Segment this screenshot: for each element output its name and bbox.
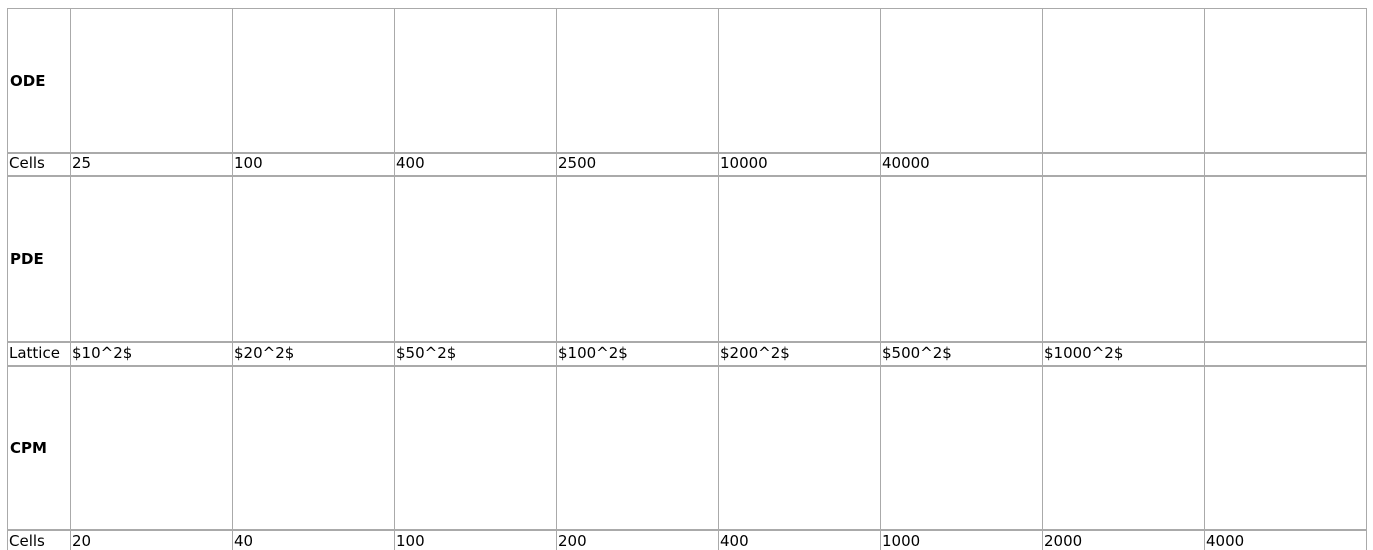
value-cell: 25 xyxy=(70,152,233,176)
image-cell xyxy=(394,176,557,342)
image-cell xyxy=(718,8,881,154)
value-cell: $200^2$ xyxy=(718,342,881,366)
value-cell: 40 xyxy=(232,530,395,550)
image-cell xyxy=(1042,8,1205,154)
value-cell: 200 xyxy=(556,530,719,550)
image-cell xyxy=(232,176,395,342)
value-cell: 20 xyxy=(70,530,233,550)
empty-cell xyxy=(1204,152,1367,176)
value-cell: $1000^2$ xyxy=(1042,342,1205,366)
value-cell: 100 xyxy=(394,530,557,550)
value-cell: 100 xyxy=(232,152,395,176)
value-cell: $500^2$ xyxy=(880,342,1043,366)
value-cell: 10000 xyxy=(718,152,881,176)
image-cell xyxy=(556,176,719,342)
image-cell xyxy=(70,366,233,530)
value-cell: 40000 xyxy=(880,152,1043,176)
image-cell xyxy=(70,176,233,342)
image-cell xyxy=(556,8,719,154)
image-cell xyxy=(232,8,395,154)
empty-cell xyxy=(1042,152,1205,176)
image-cell xyxy=(880,176,1043,342)
value-cell: $50^2$ xyxy=(394,342,557,366)
image-cell xyxy=(1204,8,1367,154)
value-cell: 2500 xyxy=(556,152,719,176)
image-cell xyxy=(70,8,233,154)
empty-cell xyxy=(1204,342,1367,366)
value-cell: 4000 xyxy=(1204,530,1367,550)
row-label: Cells xyxy=(7,152,71,176)
image-cell xyxy=(1042,366,1205,530)
image-cell xyxy=(1204,366,1367,530)
row-header: ODE xyxy=(7,8,71,154)
value-cell: $100^2$ xyxy=(556,342,719,366)
row-label: Lattice xyxy=(7,342,71,366)
value-cell: 400 xyxy=(394,152,557,176)
value-cell: $10^2$ xyxy=(70,342,233,366)
value-cell: 2000 xyxy=(1042,530,1205,550)
image-cell xyxy=(394,366,557,530)
image-cell xyxy=(880,8,1043,154)
image-cell xyxy=(1042,176,1205,342)
value-cell: 1000 xyxy=(880,530,1043,550)
image-cell xyxy=(556,366,719,530)
row-label: Cells xyxy=(7,530,71,550)
image-cell xyxy=(718,176,881,342)
image-cell xyxy=(232,366,395,530)
image-cell xyxy=(718,366,881,530)
image-cell xyxy=(880,366,1043,530)
row-header: PDE xyxy=(7,176,71,342)
row-header: CPM xyxy=(7,366,71,530)
image-cell xyxy=(394,8,557,154)
image-cell xyxy=(1204,176,1367,342)
value-cell: 400 xyxy=(718,530,881,550)
value-cell: $20^2$ xyxy=(232,342,395,366)
